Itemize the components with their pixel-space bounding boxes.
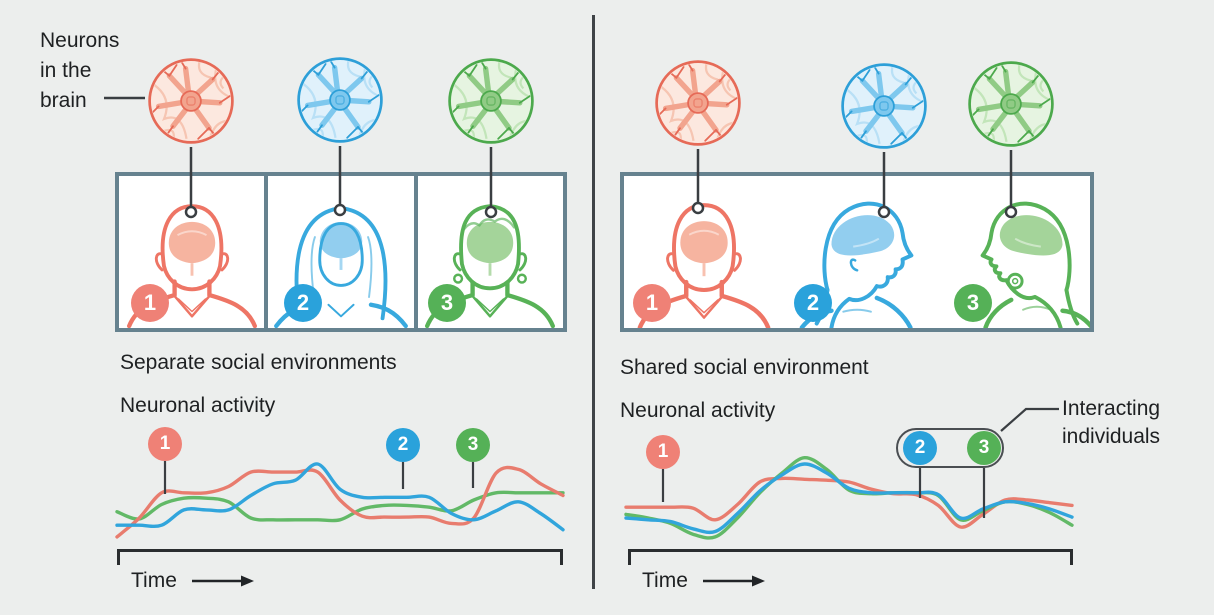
chart-badge-2-separate: 2 — [386, 428, 420, 462]
activity-line-individual-2 — [115, 462, 565, 532]
person-2-badge-shared: 2 — [794, 284, 832, 322]
interacting-individuals-label: Interacting individuals — [1062, 395, 1160, 451]
badge-number: 1 — [645, 290, 659, 315]
activity-chart-shared — [624, 455, 1074, 540]
time-arrow-icon — [191, 575, 254, 587]
time-axis-shared — [628, 549, 1073, 565]
activity-line-individual-2 — [624, 462, 1074, 535]
interacting-label-line: individuals — [1062, 425, 1161, 448]
interacting-label-line: Interacting — [1062, 397, 1161, 420]
neurons-label-line: brain — [40, 89, 87, 112]
neuron-3-separate-icon — [446, 56, 536, 146]
badge-number: 1 — [657, 441, 669, 462]
badge-number: 2 — [914, 437, 926, 458]
chart-badge-1-shared: 1 — [646, 435, 680, 469]
badge-number: 3 — [440, 290, 454, 315]
time-text: Time — [131, 569, 177, 592]
badge-number: 1 — [159, 433, 171, 454]
neuron-3-shared-icon — [966, 59, 1056, 149]
separate-environments-box — [115, 172, 567, 332]
interacting-individuals-capsule — [896, 428, 1004, 468]
chart-badge-1-separate: 1 — [148, 427, 182, 461]
neurons-label-line: Neurons — [40, 29, 120, 52]
person-3-badge-separate: 3 — [428, 284, 466, 322]
person-2-badge-separate: 2 — [284, 284, 322, 322]
neuron-2-shared-icon — [839, 61, 929, 151]
person-1-badge-separate: 1 — [131, 284, 169, 322]
chart-badge-2-shared: 2 — [903, 431, 937, 465]
neuron-2-separate-icon — [295, 55, 385, 145]
shared-environment-box — [620, 172, 1094, 332]
person-3-badge-shared: 3 — [954, 284, 992, 322]
shared-environment-label: Shared social environment — [620, 356, 869, 379]
badge-number: 3 — [978, 437, 990, 458]
activity-line-individual-3 — [115, 490, 565, 523]
neurons-label-line: in the — [40, 59, 92, 82]
interacting-connector-line — [1000, 407, 1059, 432]
badge-number: 3 — [966, 290, 980, 315]
neuron-1-separate-icon — [146, 56, 236, 146]
chart-badge-3-shared: 3 — [967, 431, 1001, 465]
badge-number: 2 — [806, 290, 820, 315]
time-label-right: Time — [642, 569, 766, 593]
neurons-in-brain-label: Neurons in the brain — [40, 26, 119, 116]
panel-divider — [592, 15, 595, 589]
badge-number: 3 — [467, 434, 479, 455]
badge-number: 2 — [296, 290, 310, 315]
person-1-badge-shared: 1 — [633, 284, 671, 322]
badge-number: 2 — [397, 434, 409, 455]
activity-line-individual-3 — [624, 455, 1074, 540]
separate-environments-label: Separate social environments — [120, 351, 397, 374]
neuronal-activity-label-left: Neuronal activity — [120, 394, 276, 417]
time-arrow-icon — [702, 575, 765, 587]
shared-cell — [624, 176, 1090, 328]
time-text: Time — [642, 569, 688, 592]
time-axis-separate — [117, 549, 563, 565]
neuronal-activity-label-right: Neuronal activity — [620, 399, 776, 422]
time-label-left: Time — [131, 569, 255, 593]
badge-number: 1 — [143, 290, 157, 315]
activity-line-individual-1 — [115, 465, 565, 539]
chart-badge-3-separate: 3 — [456, 428, 490, 462]
activity-chart-separate — [115, 462, 565, 539]
neuron-1-shared-icon — [653, 58, 743, 148]
